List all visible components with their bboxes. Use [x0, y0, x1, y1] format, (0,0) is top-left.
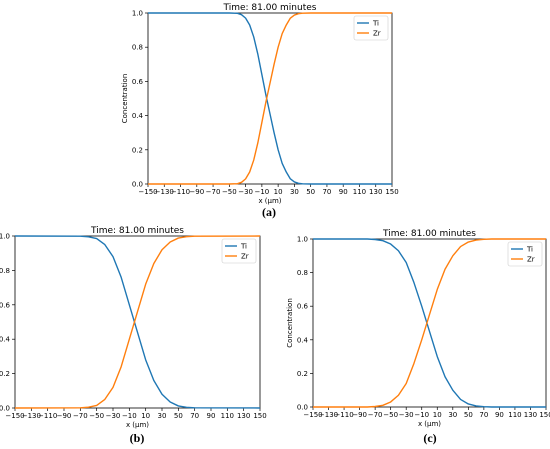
x-tick-label: −110 [334, 411, 353, 419]
y-axis-label: Concentration [121, 74, 129, 124]
legend-label-zr: Zr [527, 256, 535, 264]
x-tick-label: −30 [238, 188, 253, 196]
x-tick-label: −90 [352, 411, 367, 419]
x-tick-label: 110 [221, 412, 234, 420]
x-axis-label: x (μm) [258, 197, 281, 205]
x-tick-label: −130 [155, 188, 174, 196]
x-tick-label: −90 [189, 188, 204, 196]
x-tick-label: −10 [122, 412, 137, 420]
plot-frame [14, 235, 261, 409]
y-tick-label: 0.2 [297, 370, 308, 378]
x-tick-label: 30 [448, 411, 457, 419]
x-tick-label: −90 [57, 412, 72, 420]
x-tick-label: 70 [322, 188, 331, 196]
legend-label-ti: Ti [372, 20, 379, 28]
x-tick-label: 150 [253, 412, 266, 420]
x-tick-label: −70 [206, 188, 221, 196]
series-line-zr [14, 235, 261, 409]
chart-title: Time: 81.00 minutes [90, 226, 184, 236]
x-tick-label: −110 [38, 412, 57, 420]
x-tick-label: −150 [5, 412, 24, 420]
x-tick-label: −150 [138, 188, 157, 196]
x-tick-label: 30 [290, 188, 299, 196]
legend-label-ti: Ti [526, 246, 533, 254]
y-tick-label: 0.2 [132, 146, 143, 154]
x-tick-label: 90 [207, 412, 216, 420]
x-tick-label: 70 [479, 411, 488, 419]
y-tick-label: 0.2 [0, 370, 10, 378]
x-tick-label: 10 [141, 412, 150, 420]
y-tick-label: 0.6 [132, 78, 144, 86]
plot-frame [147, 12, 393, 185]
x-tick-label: 130 [524, 411, 537, 419]
x-tick-label: 90 [339, 188, 348, 196]
y-axis-label: Concentration [286, 298, 294, 348]
x-tick-label: −50 [89, 412, 104, 420]
series-line-ti [313, 238, 546, 408]
y-tick-label: 0.8 [132, 44, 143, 52]
y-tick-label: 0.0 [297, 404, 308, 412]
legend-label-zr: Zr [241, 253, 249, 261]
x-tick-label: 50 [464, 411, 473, 419]
y-tick-label: 0.4 [0, 336, 11, 344]
plot-frame [312, 238, 547, 408]
x-tick-label: 130 [369, 188, 382, 196]
x-tick-label: −50 [383, 411, 398, 419]
x-tick-label: −30 [106, 412, 121, 420]
x-tick-label: 130 [237, 412, 250, 420]
series-line-zr [313, 238, 546, 408]
x-tick-label: −150 [303, 411, 322, 419]
x-tick-label: −10 [414, 411, 429, 419]
x-tick-label: 30 [158, 412, 167, 420]
legend-box [507, 241, 543, 267]
y-tick-label: 0.6 [0, 301, 11, 309]
x-tick-label: −130 [22, 412, 41, 420]
y-tick-label: 0.8 [297, 269, 308, 277]
x-tick-label: 110 [353, 188, 366, 196]
x-tick-label: −10 [254, 188, 269, 196]
caption-b: (b) [129, 431, 145, 445]
x-axis-label: x (μm) [126, 421, 149, 429]
x-tick-label: −110 [171, 188, 190, 196]
caption-c: (c) [423, 431, 437, 445]
x-tick-label: −130 [319, 411, 338, 419]
series-line-ti [148, 12, 392, 185]
x-tick-label: 10 [433, 411, 442, 419]
y-tick-label: 0.4 [297, 336, 309, 344]
y-tick-label: 0.4 [132, 112, 144, 120]
legend-label-zr: Zr [373, 30, 381, 38]
x-tick-label: −50 [222, 188, 237, 196]
series-line-ti [14, 235, 261, 409]
y-tick-label: 1.0 [132, 10, 143, 18]
y-tick-label: 0.0 [132, 181, 143, 189]
y-tick-label: 0.8 [0, 267, 10, 275]
y-tick-label: 0.6 [297, 303, 309, 311]
y-tick-label: 0.0 [0, 405, 10, 413]
y-tick-label: 1.0 [297, 236, 308, 244]
chart-title: Time: 81.00 minutes [223, 3, 317, 13]
x-tick-label: 50 [306, 188, 315, 196]
chart-title: Time: 81.00 minutes [382, 229, 476, 239]
x-tick-label: 70 [190, 412, 199, 420]
series-line-zr [148, 12, 392, 185]
y-tick-label: 1.0 [0, 233, 10, 241]
x-tick-label: 90 [495, 411, 504, 419]
legend-box [353, 15, 389, 41]
x-tick-label: 150 [539, 411, 550, 419]
x-tick-label: 10 [274, 188, 283, 196]
x-tick-label: −30 [399, 411, 414, 419]
caption-a: (a) [262, 205, 276, 219]
x-tick-label: 50 [174, 412, 183, 420]
x-tick-label: −70 [73, 412, 88, 420]
legend-box [221, 238, 257, 264]
x-tick-label: −70 [368, 411, 383, 419]
x-tick-label: 150 [385, 188, 398, 196]
x-tick-label: 110 [508, 411, 521, 419]
legend-label-ti: Ti [240, 243, 247, 251]
x-axis-label: x (μm) [418, 420, 441, 428]
